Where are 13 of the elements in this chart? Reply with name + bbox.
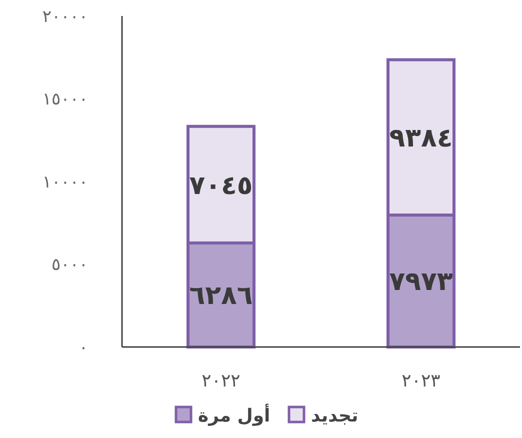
legend-label: تجديد: [311, 405, 358, 426]
y-tick-label: ٢٠٠٠٠: [42, 6, 88, 27]
data-label: ٦٢٨٦: [189, 281, 253, 312]
data-label: ٧٠٤٥: [189, 170, 253, 201]
data-label: ٧٩٧٣: [389, 267, 453, 298]
y-tick-label: ١٠٠٠٠: [42, 172, 88, 192]
data-label: ٩٣٨٤: [389, 123, 453, 154]
x-tick-label: ٢٠٢٢: [202, 370, 240, 392]
y-tick-label: ٠: [78, 338, 88, 358]
x-tick-label: ٢٠٢٣: [402, 370, 441, 392]
y-tick-label: ١٥٠٠٠: [42, 90, 88, 110]
y-tick-label: ٥٠٠٠: [51, 255, 88, 276]
legend-label: أول مرة: [198, 403, 270, 426]
